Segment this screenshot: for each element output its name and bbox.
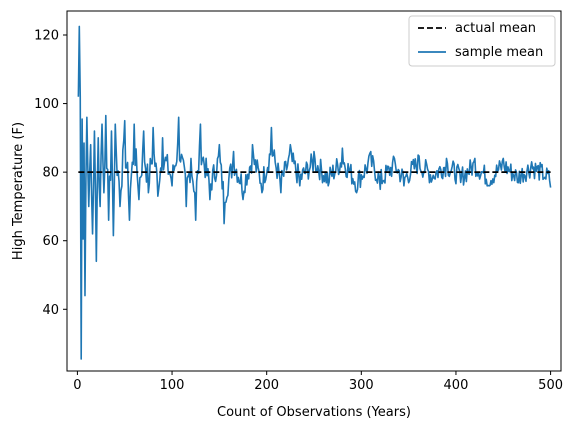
y-axis-ticks: 40 60 80 100 120: [34, 29, 67, 318]
y-tick-label: 120: [34, 29, 59, 44]
x-tick-label: 200: [254, 378, 279, 393]
plot-area: [77, 25, 552, 360]
y-tick-label: 60: [42, 234, 59, 249]
x-tick-label: 400: [444, 378, 469, 393]
legend: actual mean sample mean: [408, 15, 556, 67]
y-axis-label: High Temperature (F): [11, 122, 26, 260]
y-tick-label: 80: [42, 166, 59, 181]
legend-actual-mean-label: actual mean: [455, 21, 536, 36]
x-tick-label: 0: [73, 378, 81, 393]
x-axis-label: Count of Observations (Years): [217, 405, 411, 420]
x-tick-label: 500: [538, 378, 563, 393]
x-axis-ticks: 0 100 200 300 400 500: [73, 371, 563, 393]
x-tick-label: 100: [160, 378, 185, 393]
y-tick-label: 100: [34, 97, 59, 112]
series-sample-mean-line: [77, 25, 552, 360]
y-tick-label: 40: [42, 303, 59, 318]
x-tick-label: 300: [349, 378, 374, 393]
legend-sample-mean-label: sample mean: [455, 45, 543, 60]
axes-frame: [66, 10, 562, 372]
